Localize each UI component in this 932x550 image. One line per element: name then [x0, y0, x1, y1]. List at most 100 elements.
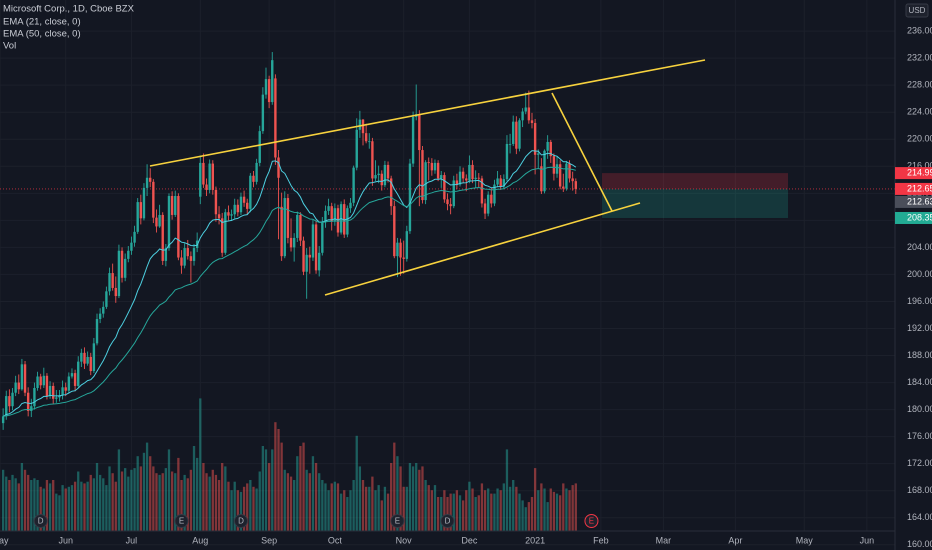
- candle-body: [280, 206, 283, 257]
- candle-body: [80, 352, 83, 362]
- y-tick-label: 204.00: [907, 242, 932, 252]
- candle-body: [149, 177, 152, 182]
- candle-body: [524, 107, 527, 112]
- volume-bar: [499, 490, 502, 531]
- volume-bar: [55, 493, 58, 531]
- candle-body: [199, 162, 202, 197]
- candle-body: [83, 352, 86, 364]
- volume-bar: [1, 469, 5, 531]
- candle-body: [142, 187, 146, 219]
- candle-body: [123, 258, 127, 278]
- volume-bar: [186, 478, 189, 531]
- candle-body: [433, 162, 437, 171]
- y-tick-label: 236.00: [907, 25, 932, 35]
- candle-body: [496, 178, 499, 185]
- volume-bar: [174, 473, 177, 531]
- volume-bar: [449, 493, 452, 531]
- volume-bar: [36, 480, 39, 531]
- candle-body: [411, 116, 415, 164]
- event-label: E: [179, 517, 184, 526]
- volume-bar: [155, 473, 158, 531]
- volume-bar: [496, 488, 499, 531]
- candle-body: [164, 248, 168, 261]
- candle-body: [73, 373, 77, 386]
- trend-line: [551, 92, 613, 212]
- price-tag-label: 212.63: [907, 196, 932, 206]
- candle-body: [111, 273, 114, 288]
- ema-layer: [2, 150, 577, 417]
- candle-body: [330, 206, 333, 222]
- x-tick-label: May: [796, 535, 814, 545]
- volume-bar: [552, 491, 556, 531]
- volume-bar: [415, 463, 418, 531]
- volume-bar: [565, 488, 568, 531]
- candle-body: [271, 60, 274, 103]
- candle-body: [105, 291, 108, 307]
- y-tick-label: 216.00: [907, 161, 932, 171]
- volume-bar: [205, 473, 208, 531]
- candle-body: [471, 164, 474, 180]
- volume-bar: [61, 485, 64, 531]
- x-tick-label: Oct: [328, 535, 343, 545]
- volume-bar: [189, 469, 193, 531]
- candle-body: [393, 206, 396, 257]
- price-tag-label: 214.99: [907, 167, 932, 177]
- volume-bar: [443, 490, 446, 531]
- candle-body: [161, 214, 164, 261]
- candle-body: [521, 111, 524, 121]
- volume-bar: [393, 442, 396, 531]
- candle-body: [242, 196, 246, 203]
- candle-body: [174, 196, 177, 215]
- volume-bar: [546, 502, 549, 531]
- volume-bar: [289, 476, 293, 531]
- volume-bar: [136, 456, 139, 531]
- volume-bar: [114, 481, 117, 531]
- volume-bar: [98, 474, 102, 531]
- x-tick-label: Nov: [396, 535, 413, 545]
- event-marker: [174, 514, 189, 528]
- volume-bar: [521, 500, 524, 531]
- candle-body: [133, 231, 136, 243]
- volume-bar: [83, 483, 86, 531]
- candle-body: [202, 162, 205, 185]
- candle-body: [530, 120, 534, 124]
- volume-bar: [274, 422, 277, 531]
- volume-bar: [333, 481, 336, 531]
- x-tick-label: Jul: [126, 535, 138, 545]
- volume-bar: [555, 493, 559, 531]
- candle-body: [230, 214, 233, 216]
- candle-body: [443, 175, 446, 200]
- volume-bar: [465, 490, 468, 531]
- candle-body: [211, 163, 214, 190]
- y-tick-label: 172.00: [907, 458, 932, 468]
- volume-bar: [227, 481, 230, 531]
- candle-body: [455, 180, 459, 185]
- candle-body: [505, 143, 509, 180]
- ema-line: [2, 150, 577, 417]
- volume-bar: [468, 481, 471, 531]
- candle-body: [214, 189, 218, 215]
- volume-bar: [321, 480, 324, 531]
- volume-bar: [352, 480, 355, 531]
- volume-bar: [308, 473, 311, 531]
- candle-body: [480, 178, 484, 204]
- candle-body: [440, 175, 443, 179]
- candle-body: [399, 242, 402, 258]
- volume-bar: [411, 466, 415, 531]
- volume-bar: [258, 471, 261, 531]
- y-tick-label: 228.00: [907, 80, 932, 90]
- candle-body: [127, 250, 130, 259]
- volume-bar: [483, 490, 487, 531]
- candle-body: [468, 164, 471, 181]
- volume-bar: [543, 488, 546, 531]
- volume-bar: [302, 442, 305, 531]
- volume-bar: [64, 488, 67, 531]
- candle-body: [308, 254, 312, 258]
- volume-bar: [164, 468, 168, 531]
- volume-bar: [364, 486, 368, 531]
- candle-body: [515, 121, 518, 149]
- volume-bar: [293, 480, 296, 531]
- volume-bar: [145, 442, 149, 531]
